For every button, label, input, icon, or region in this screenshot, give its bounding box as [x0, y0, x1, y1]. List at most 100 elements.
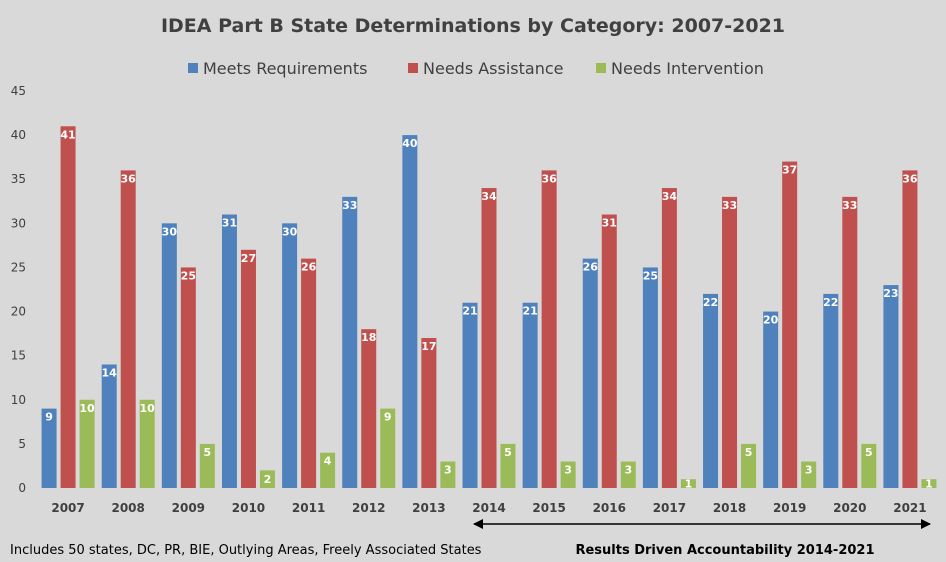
- data-label: 25: [643, 269, 658, 282]
- data-label: 22: [703, 296, 718, 309]
- data-label: 36: [121, 172, 137, 185]
- bar-needs-intervention: [139, 399, 155, 488]
- bar-needs-intervention: [380, 408, 396, 488]
- data-label: 3: [805, 464, 813, 477]
- bar-needs-assistance: [722, 196, 738, 488]
- y-tick-label: 45: [11, 84, 26, 98]
- bar-needs-intervention: [741, 443, 757, 488]
- data-label: 27: [241, 252, 256, 265]
- legend-swatch: [408, 63, 418, 73]
- data-label: 3: [564, 464, 572, 477]
- data-label: 36: [902, 172, 918, 185]
- data-label: 14: [102, 366, 118, 379]
- x-tick-label: 2015: [532, 501, 565, 515]
- data-label: 33: [722, 199, 737, 212]
- data-label: 4: [324, 455, 332, 468]
- x-tick-label: 2016: [593, 501, 626, 515]
- bar-needs-intervention: [620, 461, 636, 488]
- data-label: 33: [342, 199, 357, 212]
- data-label: 18: [361, 331, 376, 344]
- data-label: 31: [602, 217, 617, 230]
- x-tick-label: 2010: [232, 501, 265, 515]
- bar-needs-assistance: [842, 196, 858, 488]
- data-label: 5: [865, 446, 873, 459]
- bar-needs-intervention: [861, 443, 877, 488]
- legend-label: Meets Requirements: [203, 59, 367, 78]
- data-label: 2: [264, 473, 272, 486]
- data-label: 30: [282, 225, 298, 238]
- x-axis: 2007 2008 2009 2010 2011 2012 2013 2014 2015 2016…: [51, 501, 926, 515]
- data-label: 1: [925, 478, 933, 491]
- bar-meets-requirements: [703, 293, 719, 488]
- data-label: 36: [541, 172, 557, 185]
- bar-needs-assistance: [60, 126, 76, 489]
- footnote-right: Results Driven Accountability 2014-2021: [575, 543, 874, 558]
- data-label: 9: [45, 411, 53, 424]
- y-tick-label: 15: [11, 349, 26, 363]
- bar-meets-requirements: [582, 258, 598, 488]
- data-label: 1: [685, 478, 693, 491]
- legend-swatch: [596, 63, 606, 73]
- bar-needs-assistance: [481, 188, 497, 489]
- data-label: 34: [662, 190, 678, 203]
- data-label: 41: [60, 128, 75, 141]
- legend-label: Needs Intervention: [611, 59, 764, 78]
- data-label: 9: [384, 411, 392, 424]
- bar-needs-assistance: [782, 161, 798, 489]
- bar-needs-assistance: [301, 258, 317, 488]
- x-tick-label: 2018: [713, 501, 746, 515]
- bar-needs-assistance: [902, 170, 918, 488]
- bar-meets-requirements: [161, 223, 177, 489]
- bar-needs-assistance: [120, 170, 136, 488]
- x-tick-label: 2009: [172, 501, 205, 515]
- bar-needs-intervention: [680, 479, 696, 488]
- bar-meets-requirements: [823, 293, 839, 488]
- data-label: 21: [522, 305, 537, 318]
- bar-needs-intervention: [259, 470, 275, 488]
- x-tick-label: 2011: [292, 501, 325, 515]
- x-tick-label: 2020: [833, 501, 866, 515]
- data-label: 26: [301, 261, 317, 274]
- data-label: 5: [204, 446, 212, 459]
- data-label: 21: [462, 305, 477, 318]
- y-tick-label: 20: [11, 305, 26, 319]
- bar-needs-intervention: [560, 461, 576, 488]
- y-tick-label: 35: [11, 172, 26, 186]
- legend-swatch: [188, 63, 198, 73]
- data-label: 23: [883, 287, 898, 300]
- chart-title: IDEA Part B State Determinations by Cate…: [161, 15, 785, 37]
- bar-needs-intervention: [921, 479, 937, 488]
- bar-meets-requirements: [101, 364, 117, 488]
- data-label: 3: [624, 464, 632, 477]
- bar-needs-intervention: [79, 399, 95, 488]
- y-tick-label: 0: [18, 481, 26, 495]
- data-label: 37: [782, 164, 797, 177]
- data-label: 33: [842, 199, 857, 212]
- bar-needs-assistance: [361, 329, 377, 488]
- bar-needs-assistance: [240, 249, 256, 488]
- data-label: 31: [222, 217, 237, 230]
- bar-meets-requirements: [462, 302, 478, 488]
- data-label: 3: [444, 464, 452, 477]
- data-label: 40: [402, 137, 418, 150]
- data-label: 22: [823, 296, 838, 309]
- x-tick-label: 2008: [111, 501, 144, 515]
- y-tick-label: 25: [11, 260, 26, 274]
- data-label: 30: [162, 225, 178, 238]
- x-tick-label: 2013: [412, 501, 445, 515]
- legend-label: Needs Assistance: [423, 59, 564, 78]
- bar-needs-assistance: [180, 267, 196, 488]
- data-label: 17: [421, 340, 436, 353]
- x-tick-label: 2017: [653, 501, 686, 515]
- bar-needs-assistance: [541, 170, 557, 488]
- data-label: 5: [745, 446, 753, 459]
- x-tick-label: 2012: [352, 501, 385, 515]
- data-label: 20: [763, 314, 779, 327]
- data-label: 34: [481, 190, 497, 203]
- data-label: 10: [79, 402, 95, 415]
- x-tick-label: 2019: [773, 501, 806, 515]
- data-label: 10: [140, 402, 156, 415]
- bar-meets-requirements: [522, 302, 538, 488]
